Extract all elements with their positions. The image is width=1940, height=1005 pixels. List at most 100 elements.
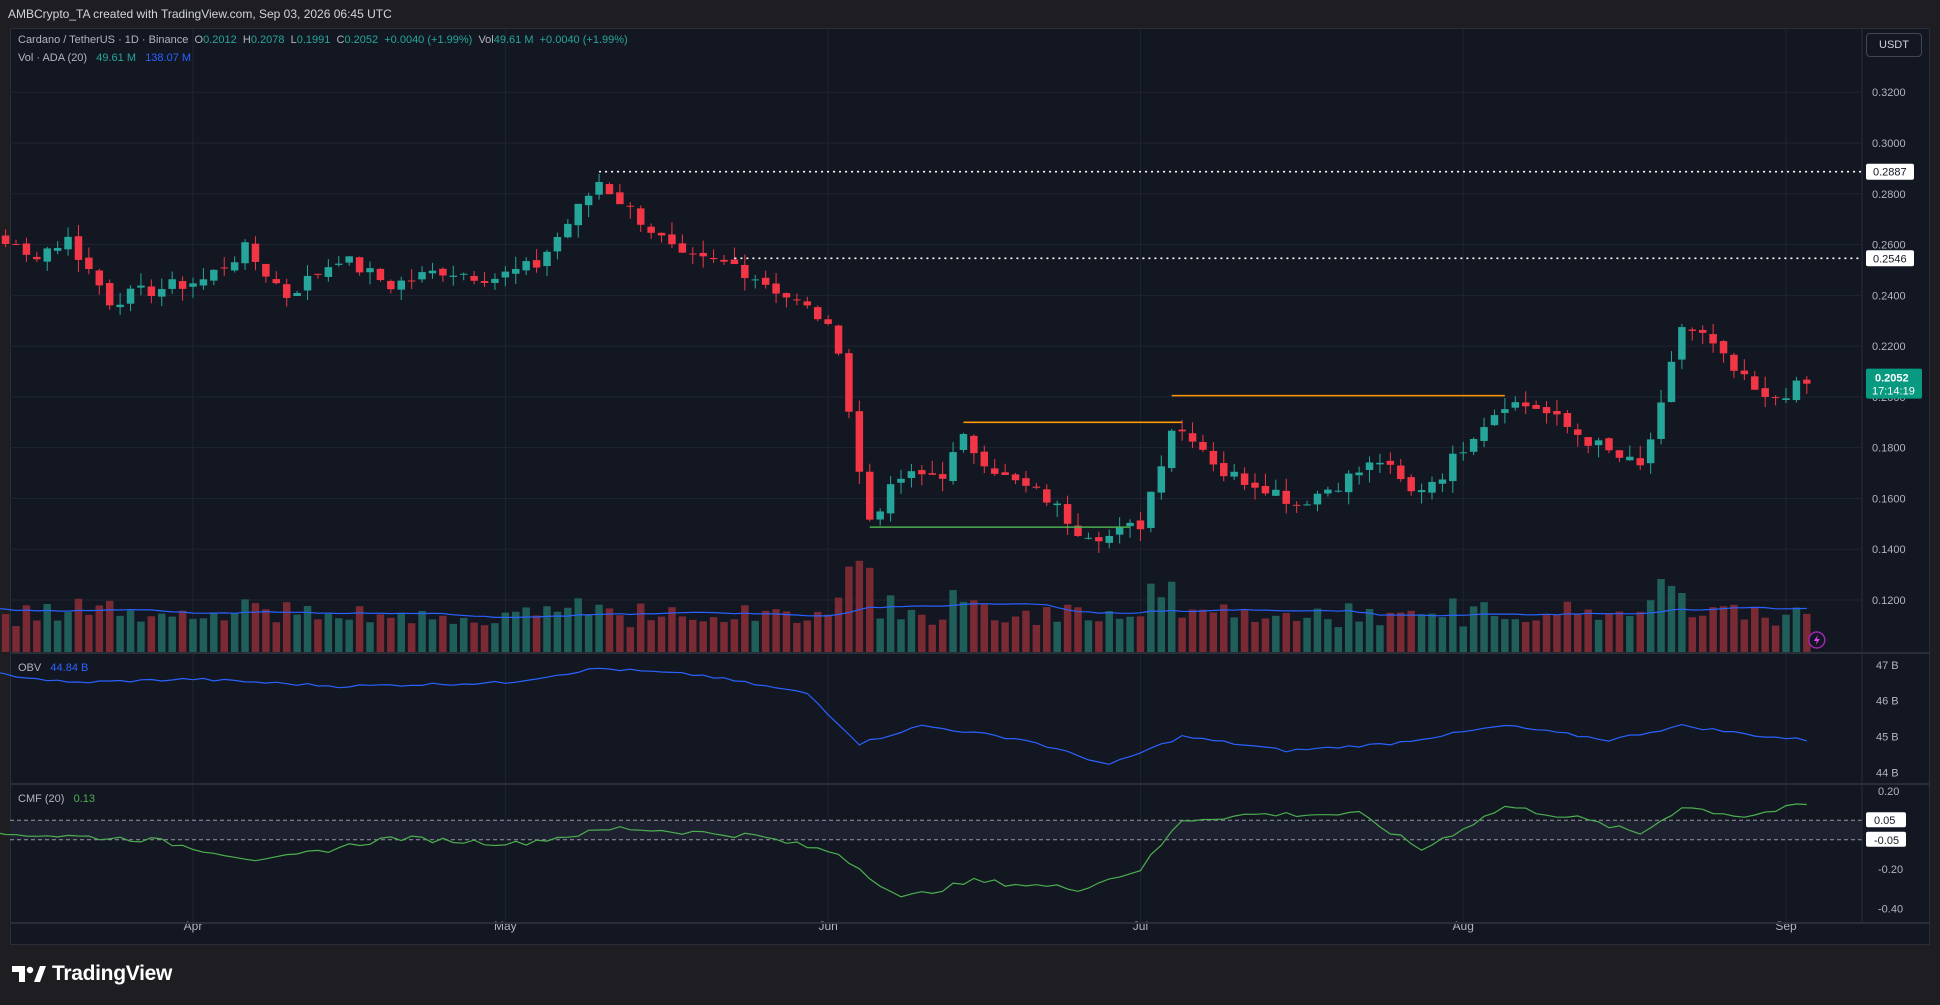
- candle-body: [1011, 474, 1020, 481]
- candle-body: [918, 470, 926, 475]
- tradingview-logo[interactable]: TradingView: [12, 962, 172, 986]
- candle-body: [1407, 477, 1415, 492]
- candle-body: [1469, 439, 1478, 452]
- candle-body: [1199, 442, 1207, 450]
- volume-bars: [1, 560, 1811, 652]
- candle-body: [1147, 491, 1155, 528]
- candle-body: [1553, 410, 1561, 415]
- candle-body: [95, 270, 104, 286]
- cmf-marker-bg: [1866, 812, 1906, 828]
- volume-bar: [1178, 617, 1186, 652]
- cmf-marker-label: 0.05: [1874, 815, 1895, 827]
- footer: [0, 945, 1940, 1005]
- chart-frame[interactable]: [10, 28, 1930, 945]
- currency-button[interactable]: USDT: [1866, 33, 1922, 57]
- candle-body: [1365, 462, 1374, 471]
- volume-bar: [1355, 621, 1363, 652]
- volume-bar: [730, 619, 739, 652]
- volume-bar: [959, 601, 968, 652]
- price-marker-bg: [1866, 250, 1914, 267]
- volume-bar: [1678, 592, 1686, 652]
- candle-body: [1230, 471, 1238, 477]
- obv-value: 44.84 B: [50, 662, 89, 674]
- candle-body: [178, 281, 187, 289]
- low-label: L: [290, 34, 297, 46]
- cmf-tick-label: -0.40: [1878, 903, 1903, 915]
- candle-body: [1542, 407, 1551, 414]
- candle-body: [553, 237, 562, 252]
- date-tick-label: Apr: [184, 919, 203, 933]
- volume-bar: [532, 615, 541, 652]
- candle-body: [1240, 473, 1249, 485]
- volume-bar: [751, 620, 759, 652]
- volume-bar: [1792, 607, 1801, 652]
- volume-bar: [397, 612, 405, 652]
- candle-body: [1480, 427, 1488, 441]
- vol-indicator-value: 49.61 M: [96, 52, 137, 64]
- volume-bar: [699, 621, 707, 652]
- volume-bar: [116, 615, 124, 652]
- volume-bar: [1053, 621, 1061, 652]
- close-label: C: [336, 34, 345, 46]
- volume-bar: [491, 623, 499, 652]
- grid-lines: [10, 29, 1862, 922]
- volume-bar: [1209, 612, 1218, 652]
- candle-body: [1126, 522, 1134, 527]
- candle-body: [949, 452, 957, 482]
- candle-body: [1095, 537, 1103, 542]
- candle-body: [657, 232, 666, 236]
- candle-body: [1563, 413, 1572, 427]
- price-tick-label: 0.1800: [1872, 443, 1906, 455]
- candle-body: [387, 280, 395, 290]
- volume-bar: [709, 617, 718, 652]
- candle-body: [220, 267, 228, 269]
- price-tick-label: 0.1400: [1872, 544, 1906, 556]
- volume-bar: [928, 624, 936, 652]
- volume-bar: [241, 599, 249, 652]
- volume-bar: [553, 611, 562, 652]
- candle-body: [1136, 520, 1145, 530]
- volume-bar: [1251, 621, 1259, 652]
- volume-bar: [1667, 585, 1676, 652]
- volume-bar: [293, 614, 301, 652]
- volume-bar: [813, 611, 822, 652]
- volume-bar: [480, 625, 489, 652]
- volume-bar: [1751, 606, 1759, 652]
- volume-bar: [689, 619, 697, 652]
- candle-body: [1063, 504, 1072, 524]
- candle-body: [532, 260, 541, 268]
- candle-body: [605, 184, 614, 195]
- volume-bar: [803, 620, 812, 652]
- candle-body: [824, 319, 832, 324]
- obv-legend: OBV 44.84 B: [18, 662, 88, 674]
- volume-bar: [1313, 608, 1322, 652]
- volume-bar: [1032, 624, 1041, 652]
- volume-bar: [543, 606, 551, 652]
- candle-body: [293, 292, 301, 297]
- volume-ma-line: [0, 603, 1807, 619]
- candle-body: [1782, 398, 1790, 401]
- volume-bar: [158, 613, 166, 652]
- candle-body: [678, 243, 687, 253]
- cmf-panel: [0, 803, 1862, 898]
- volume-bar: [33, 620, 41, 652]
- candle-body: [137, 285, 145, 288]
- volume-bar: [282, 602, 291, 652]
- candle-body: [970, 435, 978, 454]
- volume-bar: [1646, 600, 1655, 652]
- candle-body: [418, 272, 426, 280]
- candle-body: [574, 203, 582, 226]
- volume-bar: [1230, 617, 1238, 652]
- date-tick-label: Jul: [1133, 919, 1148, 933]
- date-tick-label: Aug: [1453, 919, 1474, 933]
- volume-bar: [647, 620, 655, 652]
- candle-body: [1032, 486, 1041, 488]
- volume-bar: [439, 615, 447, 652]
- volume-bar: [314, 619, 322, 652]
- candle-body: [845, 353, 853, 412]
- candle-body: [1511, 402, 1520, 408]
- volume-bar: [522, 607, 530, 652]
- cmf-band: [10, 820, 1862, 840]
- volume-bar: [335, 618, 343, 652]
